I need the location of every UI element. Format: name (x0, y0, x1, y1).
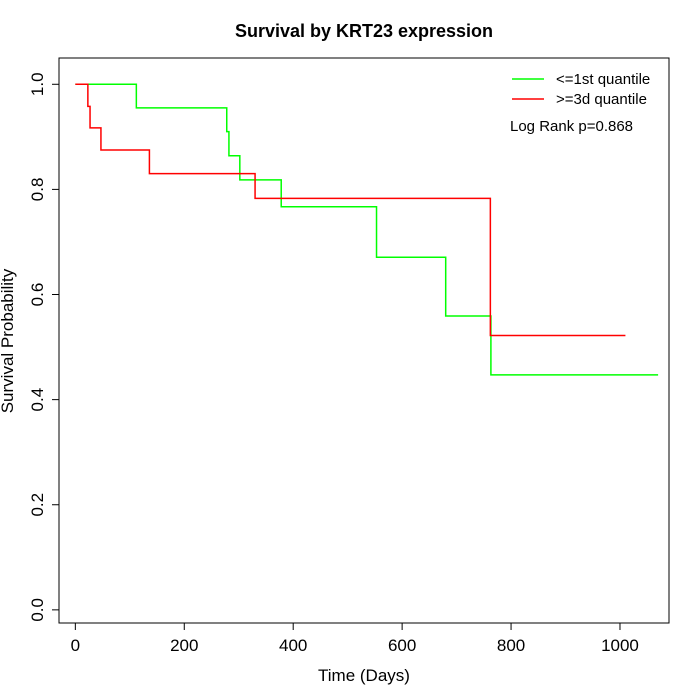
x-tick-label: 600 (388, 636, 416, 655)
legend: <=1st quantile >=3d quantile (512, 71, 650, 108)
x-axis: 0 200 400 600 800 1000 (71, 622, 639, 655)
y-tick-label: 0.8 (28, 178, 47, 202)
legend-label-lower-quantile: <=1st quantile (556, 71, 650, 88)
y-axis-label: Survival Probability (0, 268, 17, 413)
series-line-0 (75, 83, 659, 376)
legend-label-upper-quantile: >=3d quantile (556, 91, 647, 108)
series-layer (75, 83, 659, 376)
x-tick-label: 1000 (601, 636, 639, 655)
log-rank-annotation: Log Rank p=0.868 (510, 118, 633, 135)
y-tick-label: 0.4 (28, 388, 47, 412)
y-tick-label: 0.6 (28, 283, 47, 307)
y-tick-label: 0.0 (28, 598, 47, 622)
plot-frame (58, 57, 670, 624)
x-tick-label: 800 (497, 636, 525, 655)
x-tick-label: 400 (279, 636, 307, 655)
y-tick-label: 0.2 (28, 493, 47, 517)
y-tick-label: 1.0 (28, 72, 47, 96)
x-tick-label: 0 (71, 636, 80, 655)
x-tick-label: 200 (170, 636, 198, 655)
x-axis-label: Time (Days) (318, 666, 410, 685)
y-axis: 0.0 0.2 0.4 0.6 0.8 1.0 (28, 72, 60, 622)
series-line-1 (75, 83, 626, 337)
chart-title: Survival by KRT23 expression (235, 21, 493, 41)
